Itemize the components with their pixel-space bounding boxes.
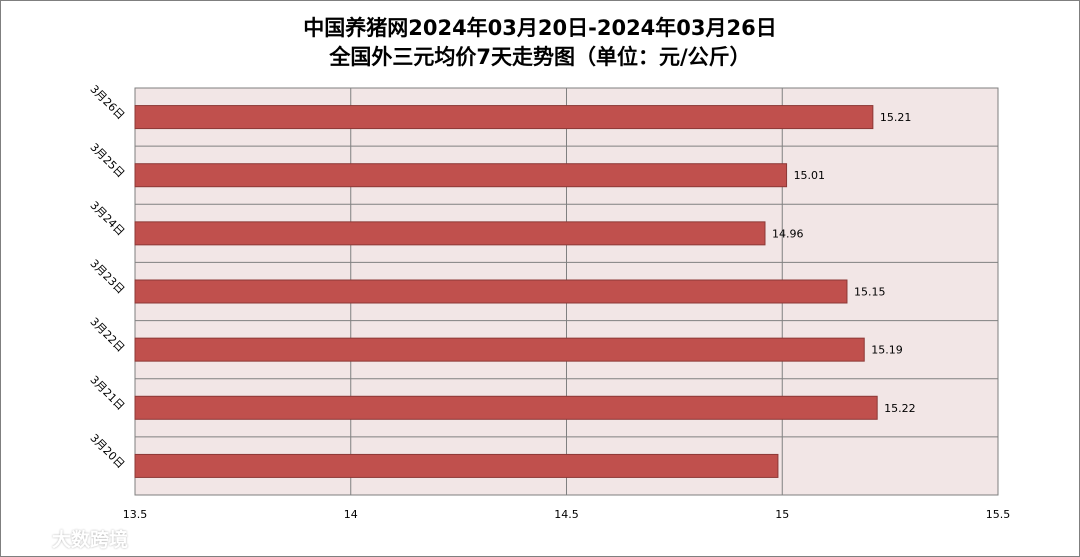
data-label: 14.96 (772, 227, 804, 240)
data-label: 15.19 (871, 344, 903, 357)
bar (134, 279, 848, 304)
data-label: 15.15 (854, 286, 886, 299)
x-tick-label: 15 (775, 508, 789, 521)
chart-title-line1: 中国养猪网2024年03月20日-2024年03月26日 (303, 16, 777, 40)
x-tick-label: 14 (344, 508, 358, 521)
bar (134, 221, 766, 246)
bar (134, 337, 865, 362)
data-label: 15.01 (794, 169, 826, 182)
data-label: 15.22 (884, 402, 916, 415)
watermark: 大数跨境 (8, 524, 128, 552)
data-label: 15.21 (880, 111, 912, 124)
x-tick-label: 13.5 (123, 508, 148, 521)
chart-title-line2: 全国外三元均价7天走势图（单位：元/公斤） (329, 45, 751, 69)
y-tick-label: 3月22日 (87, 315, 127, 355)
bar (134, 163, 788, 188)
x-tick-label: 15.5 (986, 508, 1011, 521)
y-tick-label: 3月23日 (87, 257, 127, 297)
chart-title: 中国养猪网2024年03月20日-2024年03月26日 全国外三元均价7天走势… (0, 14, 1080, 72)
bird-logo-icon (9, 529, 45, 548)
y-tick-label: 3月24日 (87, 199, 127, 239)
x-tick-label: 14.5 (554, 508, 579, 521)
y-tick-label: 3月26日 (87, 83, 127, 123)
watermark-text: 大数跨境 (52, 528, 129, 551)
y-tick-label: 3月20日 (87, 431, 127, 471)
y-tick-label: 3月21日 (87, 373, 127, 413)
bar (134, 453, 779, 478)
y-tick-label: 3月25日 (87, 141, 127, 181)
bar (134, 395, 878, 420)
bar (134, 105, 874, 130)
